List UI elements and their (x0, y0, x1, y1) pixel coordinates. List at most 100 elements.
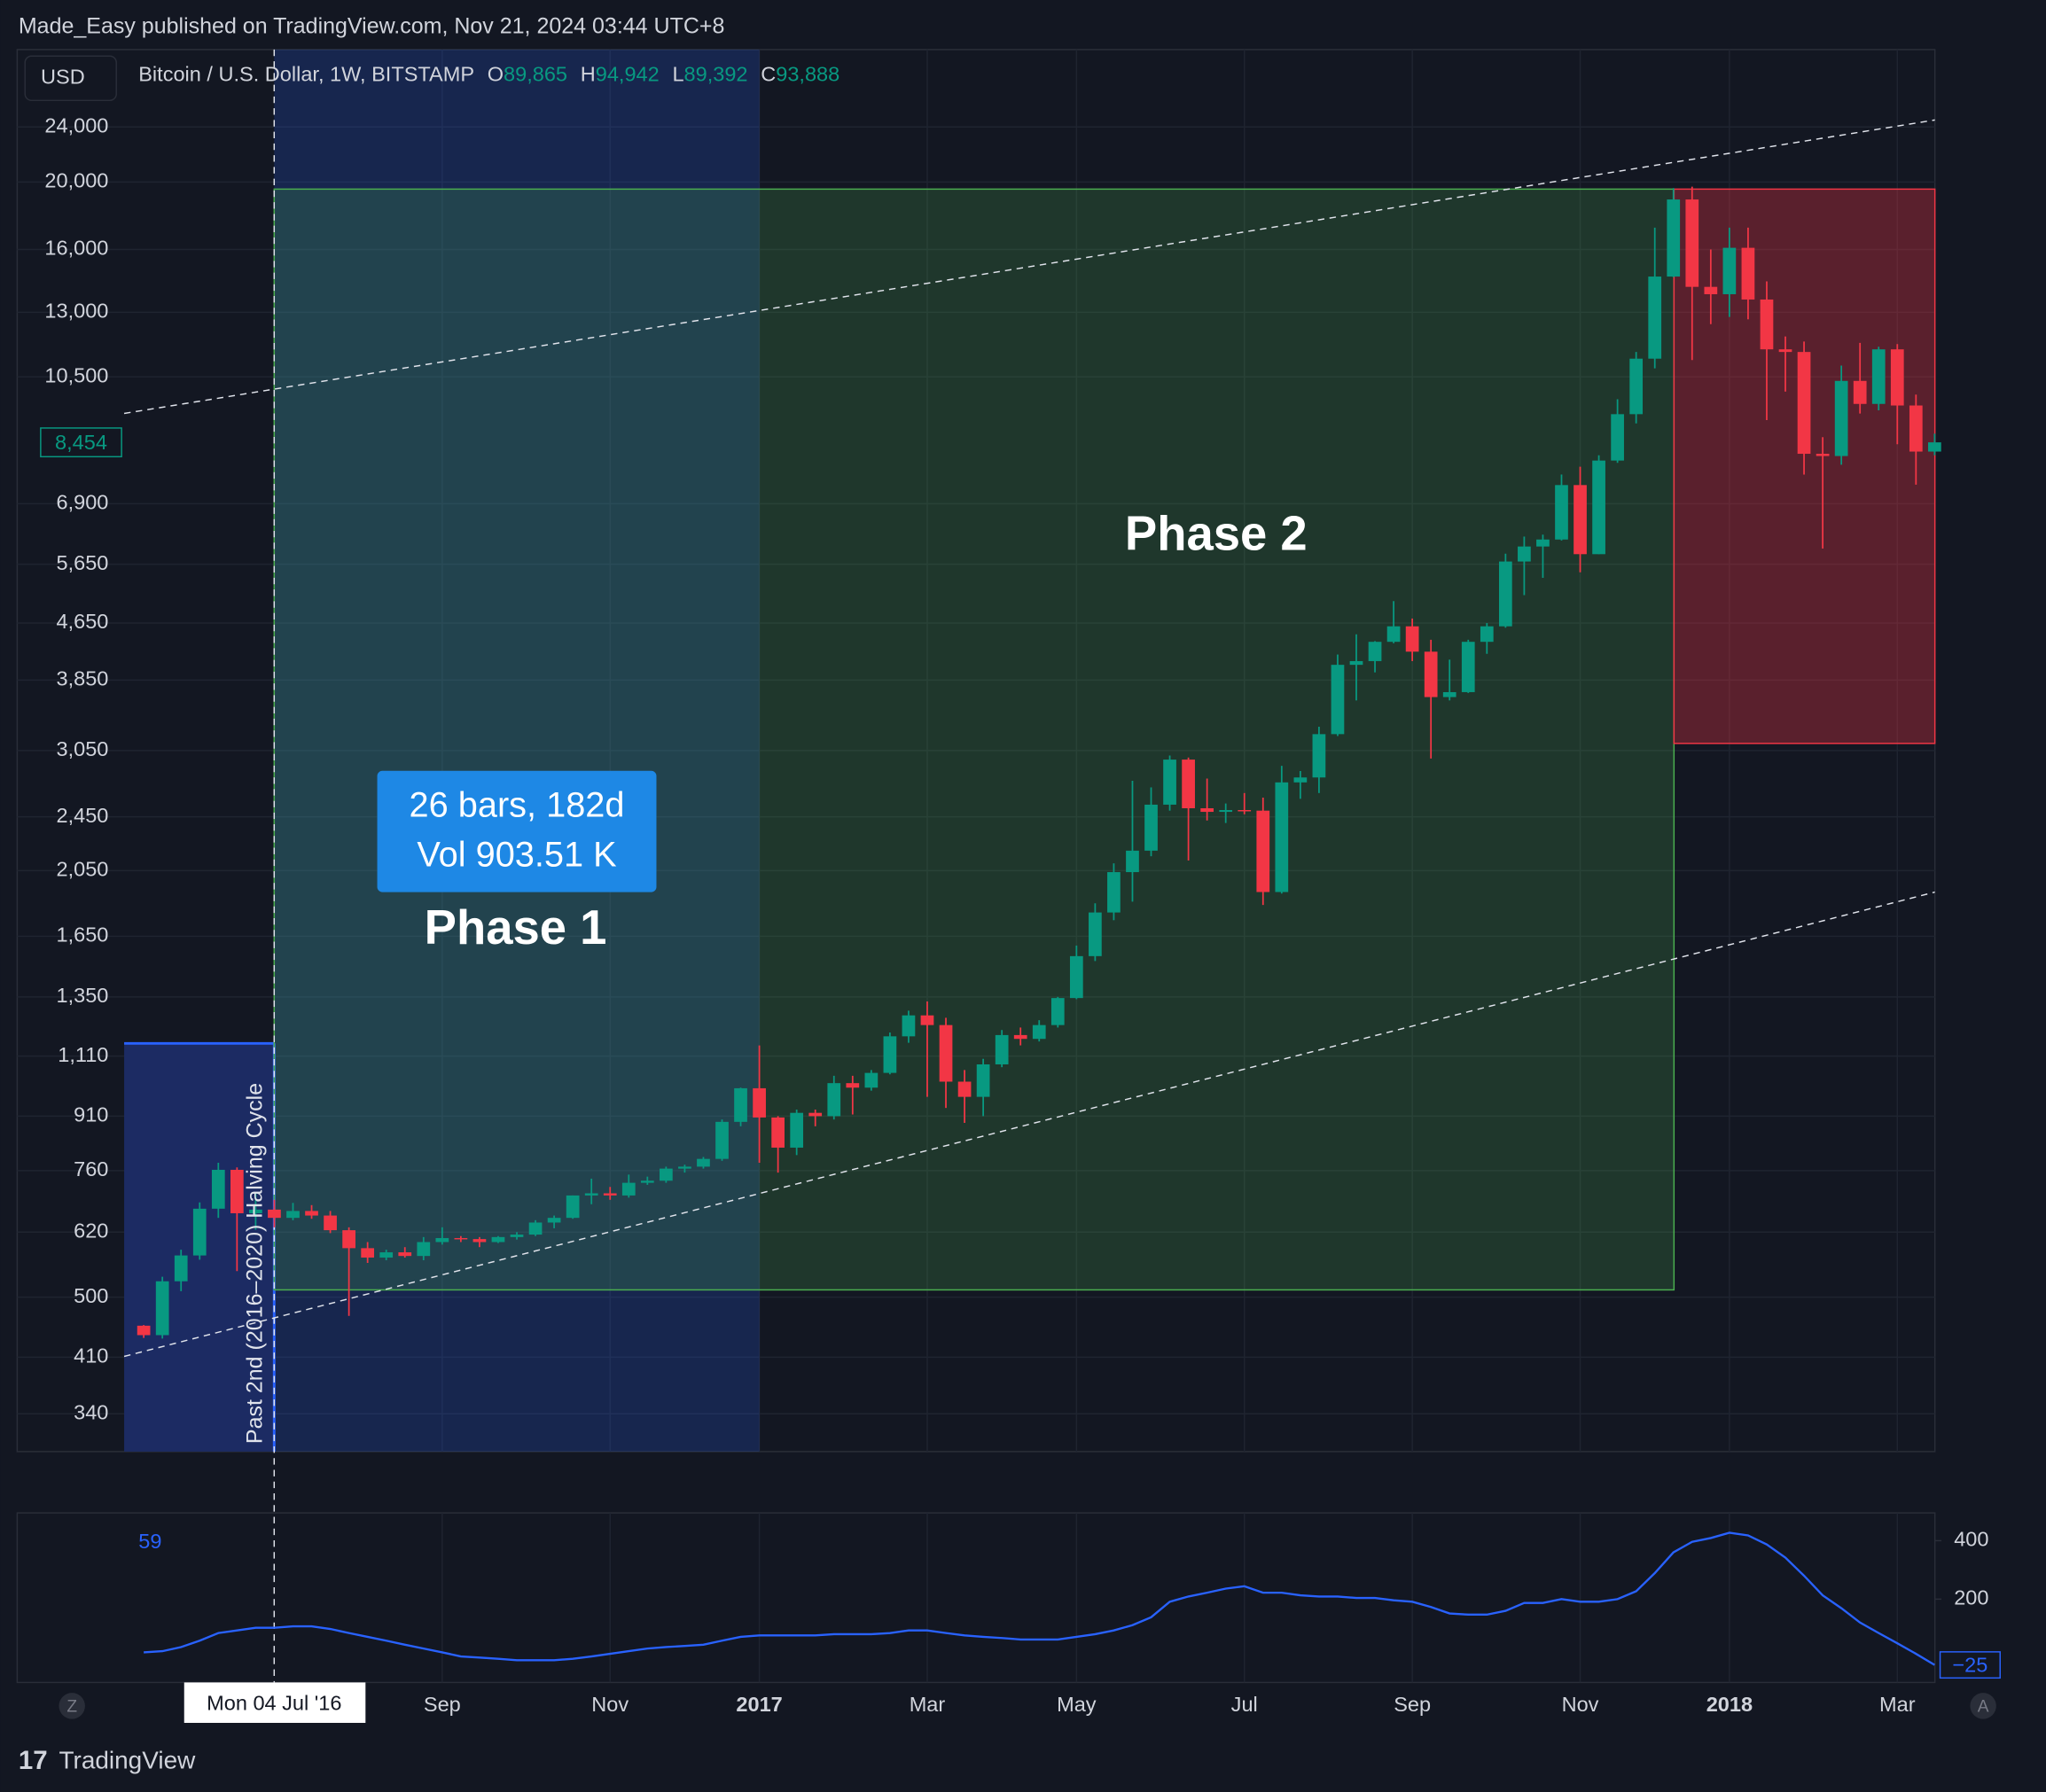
candle-body (1349, 660, 1363, 666)
candle-body (286, 1211, 300, 1219)
y-tick-label: 340 (74, 1400, 108, 1423)
y2-tick-label: 200 (1954, 1586, 1988, 1609)
candle-body (472, 1239, 487, 1243)
candle-body (398, 1252, 412, 1257)
candle-body (846, 1083, 860, 1088)
candle-body (1555, 485, 1568, 540)
candle-body (1461, 642, 1475, 692)
candle-body (790, 1112, 804, 1148)
y-tick-label: 5,650 (57, 551, 109, 574)
candle-body (1667, 199, 1681, 277)
candle-body (1853, 380, 1867, 404)
candle-body (155, 1281, 169, 1336)
candle-body (1536, 539, 1550, 547)
x-tick-label: Jul (1231, 1693, 1258, 1716)
candle-body (1797, 352, 1811, 455)
ohlc-key: L (672, 63, 683, 86)
y-tick-label: 6,900 (57, 491, 109, 514)
candle-body (1032, 1025, 1046, 1040)
candle-body (1069, 955, 1083, 999)
candle-body (1629, 358, 1644, 415)
candle-body (584, 1193, 598, 1196)
candle-body (1107, 872, 1121, 913)
zoom-button[interactable] (59, 1693, 85, 1719)
y-tick-label: 10,500 (44, 363, 108, 386)
candle-body (324, 1215, 337, 1231)
crosshair-date-box (184, 1682, 366, 1724)
candle-body (995, 1034, 1009, 1064)
candle-body (1518, 546, 1531, 562)
currency-button[interactable] (24, 55, 117, 102)
phase-label: Phase 1 (425, 900, 607, 954)
candle-body (1219, 810, 1233, 813)
candle-body (697, 1158, 710, 1167)
ohlc-value: 93,888 (776, 63, 839, 86)
candle-body (1685, 199, 1699, 287)
candle-body (1312, 734, 1326, 778)
candle-body (827, 1083, 841, 1117)
candle-body (1126, 850, 1139, 873)
candle-body (547, 1218, 561, 1223)
candle-body (1368, 642, 1382, 661)
y-tick-label: 4,650 (57, 610, 109, 633)
candle-body (1778, 349, 1792, 353)
currency[interactable]: USD (41, 66, 85, 89)
candle-body (1386, 626, 1401, 643)
candle-body (1592, 460, 1605, 555)
measure-box (377, 770, 657, 892)
candle-body (249, 1209, 262, 1213)
x-tick-label: Sep (424, 1693, 461, 1716)
ohlc-value: 89,392 (684, 63, 748, 86)
candle-body (268, 1209, 281, 1219)
candle-body (491, 1236, 505, 1243)
y-tick-label: 410 (74, 1344, 108, 1367)
candle-body (1574, 485, 1587, 555)
candle-body (1256, 810, 1270, 892)
candle-body (1498, 561, 1512, 627)
candle-body (1182, 760, 1195, 808)
candle-body (1741, 247, 1755, 300)
y-tick-label: 1,350 (57, 984, 109, 1007)
channel-lower (123, 891, 1935, 1358)
last-price-box (40, 427, 122, 458)
ohlc-key: C (761, 63, 776, 86)
channel-upper (123, 119, 1935, 415)
auto-button-label[interactable]: A (1978, 1697, 1989, 1716)
candle-body (734, 1087, 747, 1122)
candle-body (753, 1087, 766, 1118)
candle-body (342, 1230, 355, 1249)
x-tick-label: Nov (591, 1693, 629, 1716)
x-tick-label: Mar (1879, 1693, 1916, 1716)
y-tick-label: 620 (74, 1219, 108, 1243)
candle-body (305, 1211, 318, 1216)
candle-body (1704, 286, 1718, 294)
candle-body (192, 1208, 207, 1256)
publisher: Made_Easy published on TradingView.com, … (19, 14, 725, 39)
y-tick-label: 500 (74, 1284, 108, 1307)
candle-body (1089, 912, 1102, 956)
x-tick-label: Nov (1562, 1693, 1599, 1716)
ohlc-value: 89,865 (504, 63, 567, 86)
zoom-button-label[interactable]: Z (66, 1697, 77, 1716)
y-tick-label: 3,050 (57, 737, 109, 760)
last-value-box (1939, 1651, 2001, 1679)
last-value: −25 (1952, 1653, 1987, 1676)
measure-line: 26 bars, 182d (410, 785, 625, 824)
phase-box (273, 188, 1675, 1291)
x-tick-label: 2017 (736, 1693, 782, 1716)
y-tick-label: 760 (74, 1157, 108, 1180)
candle-body (1480, 626, 1494, 643)
candle-body (771, 1117, 785, 1148)
candle-body (976, 1064, 990, 1097)
y-tick-label: 910 (74, 1103, 108, 1126)
candle-body (1611, 414, 1624, 461)
crosshair-date: Mon 04 Jul '16 (207, 1692, 341, 1715)
measure-line: Vol 903.51 K (417, 835, 617, 874)
auto-button[interactable] (1970, 1693, 1996, 1719)
candle-body (361, 1248, 375, 1258)
candle-body (1050, 998, 1065, 1025)
y-tick-label: 24,000 (44, 113, 108, 136)
x-tick-label: 2018 (1706, 1693, 1753, 1716)
candle-body (1722, 247, 1737, 294)
